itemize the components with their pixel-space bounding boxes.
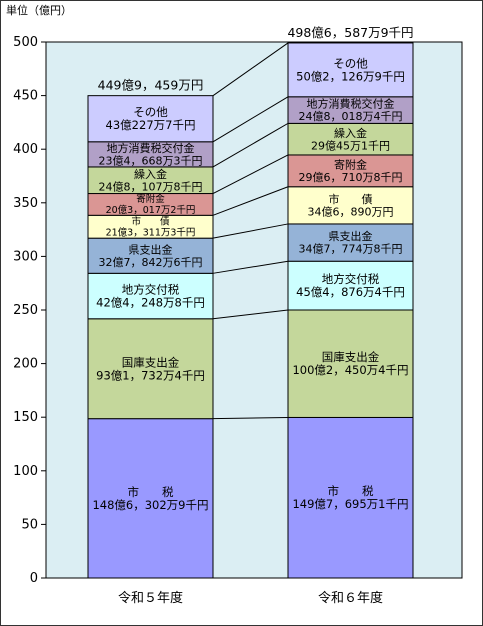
- segment-value-label: 24億8，107万8千円: [99, 180, 203, 193]
- y-tick-label: 100: [13, 464, 38, 479]
- segment-value-label: 50億2，126万9千円: [296, 69, 405, 83]
- segment-value-label: 149億7，695万1千円: [292, 497, 408, 511]
- y-tick-label: 200: [13, 357, 38, 372]
- segment-value-label: 23億4，668万3千円: [99, 154, 203, 167]
- bar-segment: [287, 416, 414, 579]
- segment-name-label: 市 税: [128, 485, 174, 499]
- y-tick-label: 500: [13, 35, 38, 50]
- segment-name-label: 地方交付税: [322, 272, 380, 286]
- segment-name-label: その他: [133, 105, 168, 119]
- y-tick-label: 150: [13, 410, 38, 425]
- segment-name-label: 寄附金: [334, 157, 367, 171]
- y-tick-label: 400: [13, 142, 38, 157]
- segment-value-label: 32億7，842万6千円: [99, 256, 203, 269]
- segment-value-label: 42億4，248万8千円: [96, 296, 205, 310]
- total-label: 498億6，587万9千円: [287, 25, 413, 40]
- connector-line: [212, 309, 289, 320]
- y-tick-label: 0: [30, 571, 38, 586]
- segment-name-label: 県支出金: [329, 229, 373, 243]
- segment-name-label: 地方消費税交付金: [107, 141, 195, 155]
- segment-name-label: 寄附金: [136, 193, 165, 205]
- segment-name-label: 県支出金: [129, 242, 173, 256]
- segment-value-label: 21億3，311万3千円: [106, 227, 196, 239]
- connector-line: [212, 154, 289, 194]
- bar-segment: [87, 418, 214, 579]
- y-tick-label: 50: [21, 517, 38, 532]
- segment-name-label: 国庫支出金: [122, 355, 180, 369]
- segment-name-label: 市 債: [329, 192, 373, 206]
- bar-segment: [287, 42, 414, 98]
- bar-segment: [87, 272, 214, 320]
- bar-segment: [87, 237, 214, 274]
- unit-label: 単位（億円）: [6, 4, 72, 17]
- connector-line: [212, 416, 289, 420]
- bar-segment: [87, 318, 214, 420]
- segment-name-label: 国庫支出金: [322, 350, 380, 364]
- segment-value-label: 34億7，774万8千円: [299, 243, 403, 256]
- segment-name-label: 地方消費税交付金: [307, 97, 395, 111]
- segment-name-label: 市 税: [328, 484, 374, 498]
- bar-segment: [287, 186, 414, 225]
- segment-value-label: 20億3，017万2千円: [106, 204, 196, 216]
- segment-value-label: 34億6，890万円: [308, 205, 394, 218]
- y-tick-label: 450: [13, 89, 38, 104]
- segment-name-label: 地方交付税: [122, 283, 180, 297]
- y-tick-label: 300: [13, 249, 38, 264]
- connector-line: [212, 96, 289, 143]
- bar-segment: [87, 95, 214, 143]
- segment-value-label: 148億6，302万9千円: [92, 498, 208, 512]
- category-label: 令和５年度: [118, 590, 183, 606]
- connector-line: [212, 260, 289, 274]
- segment-value-label: 43億227万7千円: [106, 118, 196, 132]
- segment-value-label: 93億1，732万4千円: [96, 368, 205, 382]
- segment-value-label: 45億4，876万4千円: [296, 285, 405, 299]
- connector-line: [212, 223, 289, 239]
- segment-value-label: 29億6，710万8千円: [299, 171, 403, 184]
- y-tick-label: 250: [13, 303, 38, 318]
- bar-segment: [87, 141, 214, 168]
- segment-value-label: 29億45万1千円: [311, 139, 390, 152]
- category-label: 令和６年度: [318, 590, 383, 606]
- segment-value-label: 100億2，450万4千円: [292, 363, 408, 377]
- bar-segment: [287, 223, 414, 262]
- connector-line: [212, 186, 289, 216]
- bar-segment: [287, 309, 414, 418]
- segment-name-label: 市 債: [131, 216, 170, 228]
- segment-name-label: 繰入金: [334, 126, 367, 140]
- y-tick-label: 350: [13, 196, 38, 211]
- segment-name-label: その他: [333, 56, 368, 70]
- connector-line: [212, 122, 289, 168]
- segment-value-label: 24億8，018万4千円: [299, 110, 403, 123]
- segment-name-label: 繰入金: [134, 167, 167, 181]
- connector-line: [212, 42, 289, 97]
- total-label: 449億9，459万円: [98, 78, 204, 93]
- bar-segment: [287, 122, 414, 156]
